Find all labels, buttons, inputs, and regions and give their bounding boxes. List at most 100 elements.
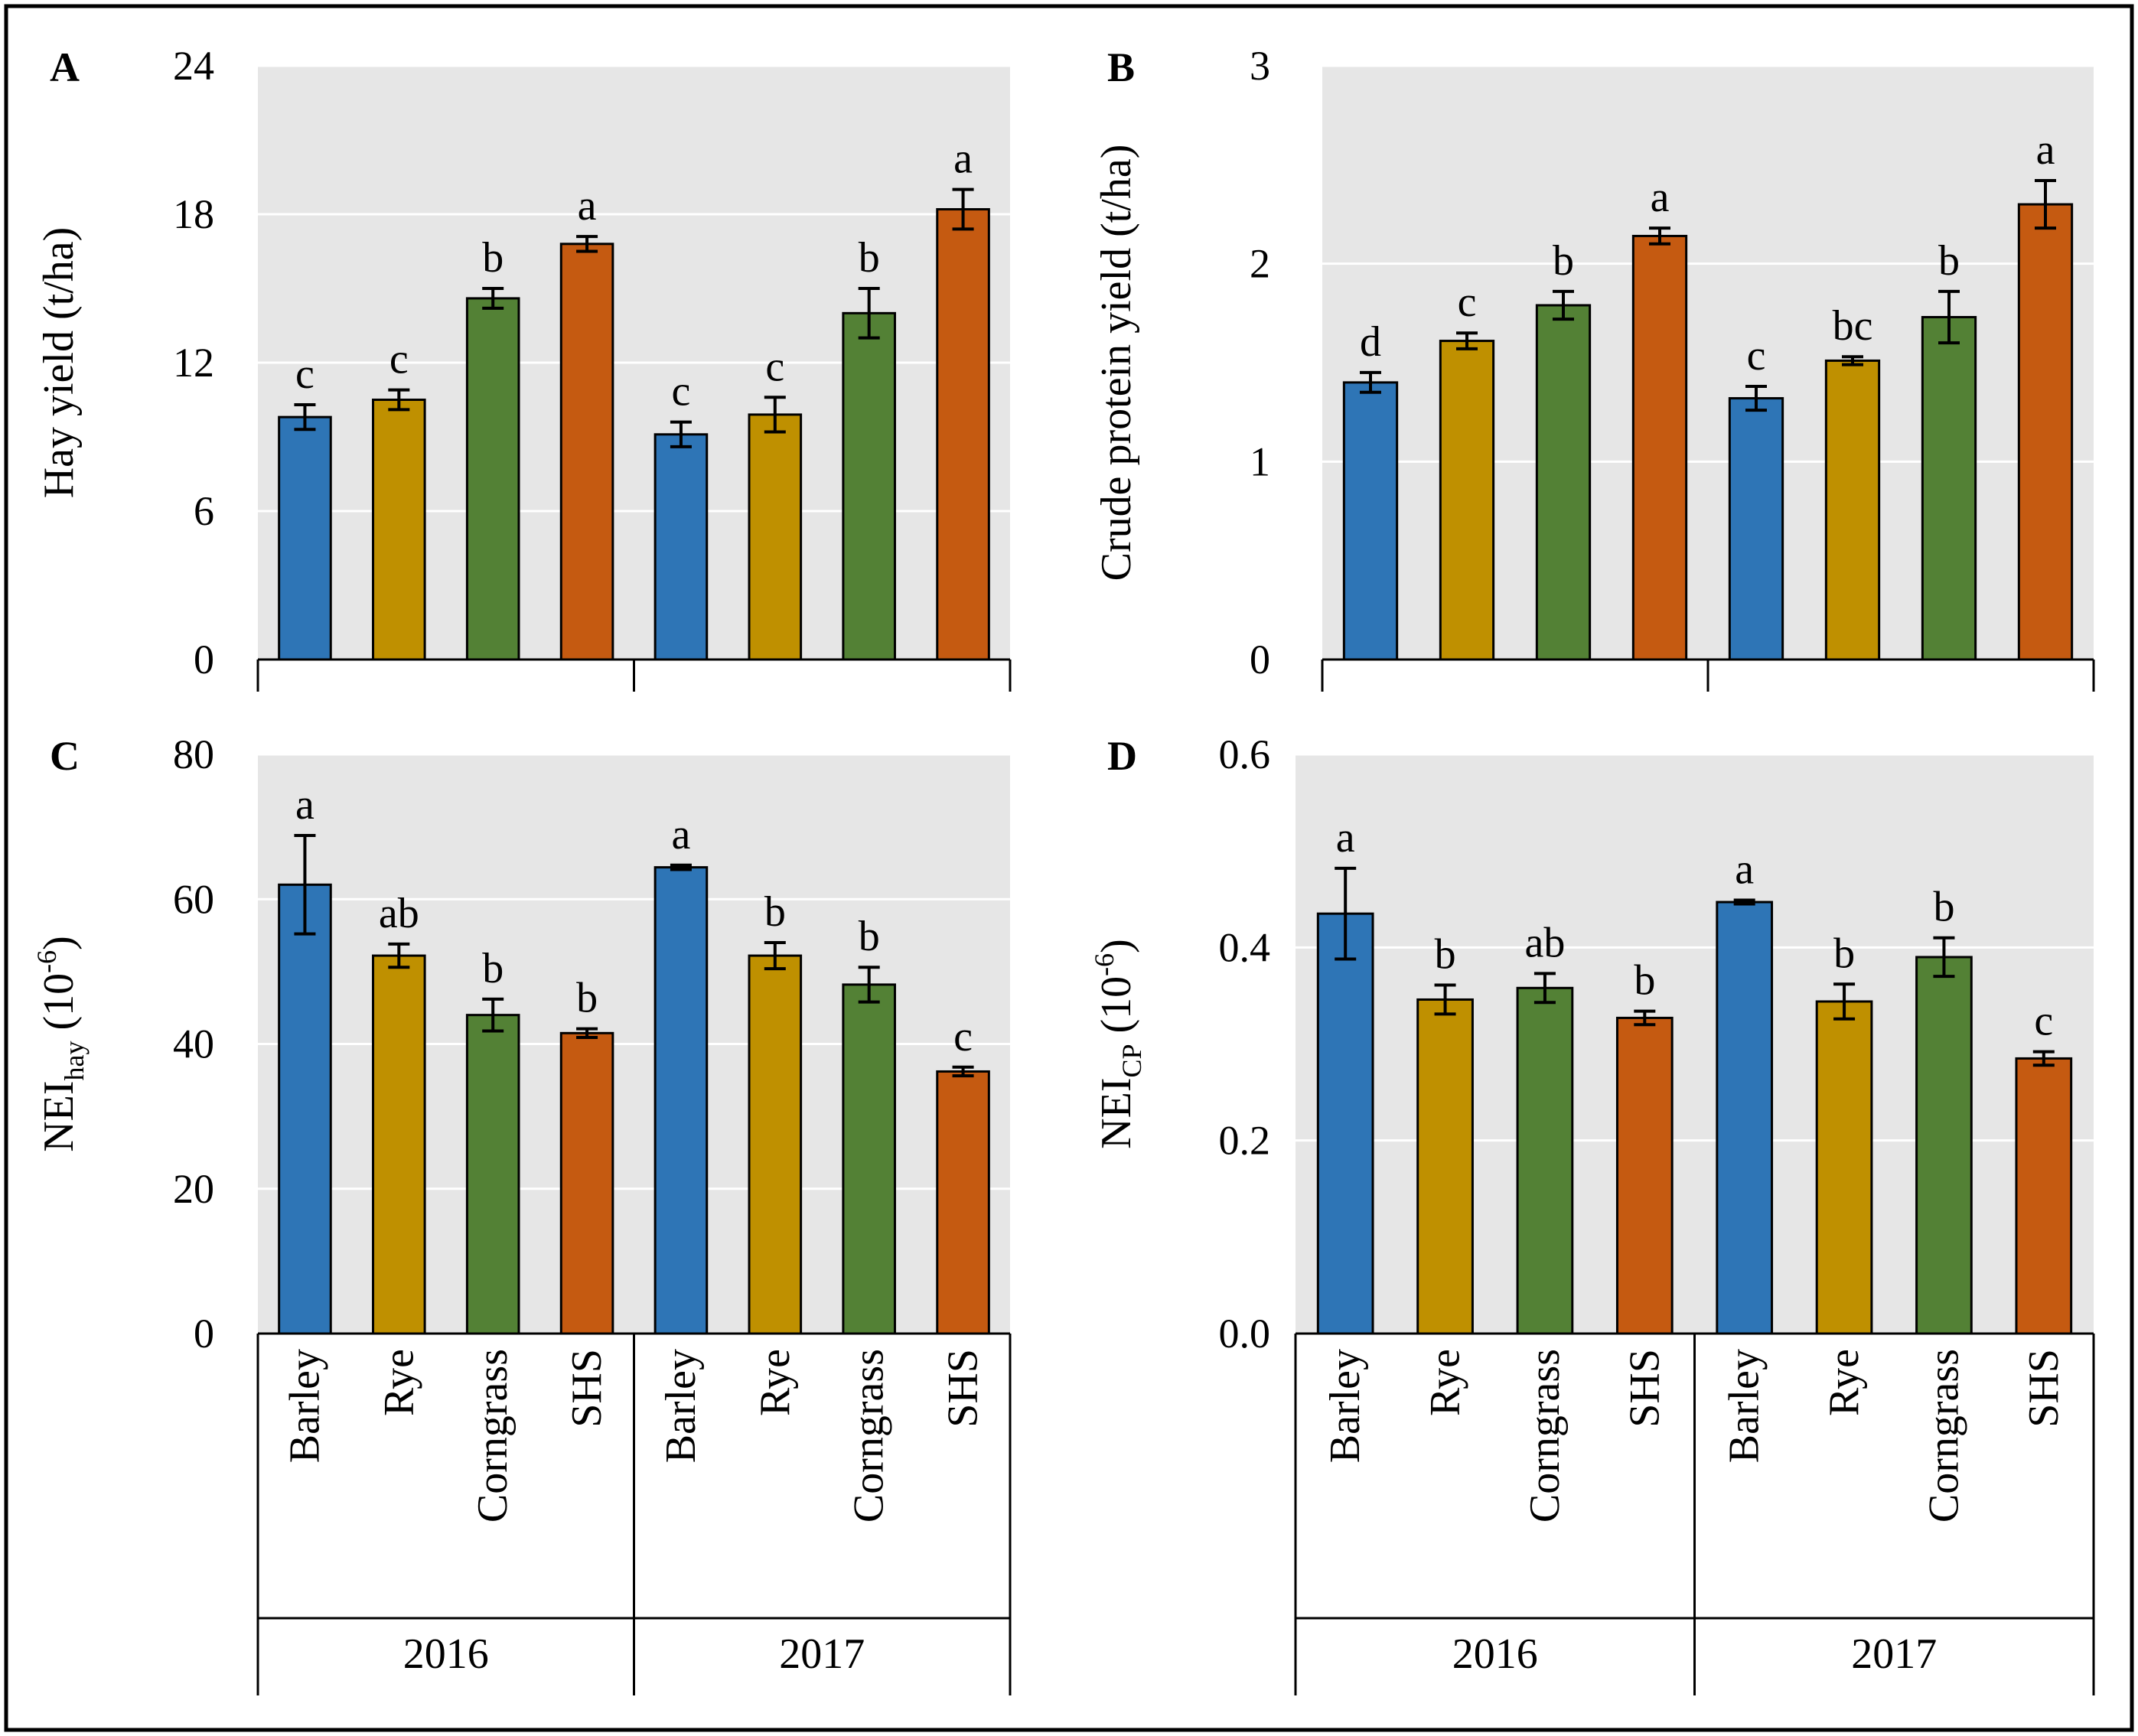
significance-letter: c bbox=[765, 343, 784, 390]
bar bbox=[1316, 912, 1374, 1335]
category-label: SHS bbox=[2020, 1349, 2068, 1428]
y-tick-label: 0.6 bbox=[1219, 731, 1271, 777]
bar bbox=[653, 866, 709, 1335]
bar bbox=[2017, 203, 2074, 661]
bar bbox=[1631, 234, 1688, 661]
y-axis-label: Hay yield (t/ha) bbox=[35, 227, 83, 499]
significance-letter: b bbox=[1435, 931, 1456, 979]
significance-letter: bc bbox=[1833, 302, 1873, 350]
bar bbox=[1915, 956, 1973, 1335]
y-axis-label: Crude protein yield (t/ha) bbox=[1093, 145, 1140, 581]
significance-letter: b bbox=[482, 945, 504, 992]
significance-letter: c bbox=[672, 368, 691, 415]
bar bbox=[842, 311, 896, 661]
significance-letter: c bbox=[1747, 332, 1766, 379]
y-tick-label: 2 bbox=[1250, 241, 1270, 287]
significance-letter: a bbox=[1735, 846, 1754, 894]
category-label: Rye bbox=[375, 1349, 422, 1416]
y-tick-label: 0.0 bbox=[1219, 1311, 1271, 1357]
y-tick-label: 0 bbox=[1250, 637, 1270, 682]
bar bbox=[278, 415, 332, 661]
category-label: Corngrass bbox=[469, 1349, 517, 1523]
significance-letter: b bbox=[1833, 930, 1855, 977]
category-label: Rye bbox=[751, 1349, 799, 1416]
bar bbox=[1615, 1016, 1674, 1335]
significance-letter: a bbox=[672, 811, 691, 858]
significance-letter: a bbox=[295, 781, 315, 829]
bar bbox=[653, 433, 709, 661]
significance-letter: c bbox=[1458, 278, 1477, 326]
significance-letter: c bbox=[389, 336, 409, 383]
y-axis-label-end: ) bbox=[35, 936, 83, 950]
bar bbox=[278, 883, 332, 1335]
bar bbox=[748, 413, 803, 661]
bar bbox=[1728, 397, 1784, 661]
y-axis-label-sub: hay bbox=[59, 1041, 90, 1081]
significance-letter: b bbox=[859, 913, 880, 960]
bar bbox=[1535, 304, 1592, 661]
category-label: Barley bbox=[1322, 1349, 1369, 1463]
group-label: 2016 bbox=[403, 1630, 489, 1678]
bar bbox=[372, 399, 426, 661]
significance-letter: a bbox=[2036, 126, 2055, 174]
bar bbox=[559, 243, 614, 661]
significance-letter: b bbox=[1634, 957, 1655, 1005]
significance-letter: b bbox=[482, 234, 504, 282]
y-tick-label: 60 bbox=[173, 876, 214, 922]
category-label: SHS bbox=[563, 1349, 611, 1428]
significance-letter: b bbox=[859, 234, 880, 282]
panel-label: B bbox=[1107, 44, 1135, 90]
bar bbox=[465, 1014, 520, 1335]
significance-letter: a bbox=[578, 182, 597, 230]
significance-letter: ab bbox=[1525, 919, 1566, 966]
panel-b: 0 1 2 3 B Crude protein yield (t/ha) d c b a c bc b a bbox=[1093, 43, 2095, 692]
category-label: Rye bbox=[1820, 1349, 1868, 1416]
panel-a: 0 6 12 18 24 A Hay yield (t/ha) c c b a c c b a bbox=[35, 43, 1012, 692]
bar bbox=[936, 208, 990, 661]
bar bbox=[1815, 1000, 1873, 1335]
category-label: Corngrass bbox=[846, 1349, 893, 1523]
y-tick-label: 3 bbox=[1250, 43, 1270, 89]
y-tick-label: 24 bbox=[173, 43, 214, 89]
y-tick-label: 18 bbox=[173, 191, 214, 237]
y-tick-label: 0 bbox=[194, 637, 214, 682]
y-tick-label: 0.4 bbox=[1219, 924, 1271, 970]
significance-letter: ab bbox=[379, 890, 419, 937]
y-axis-label-sub: CP bbox=[1116, 1044, 1147, 1077]
y-axis-label-tail: (10 bbox=[35, 973, 83, 1041]
significance-letter: d bbox=[1360, 318, 1381, 366]
y-tick-label: 40 bbox=[173, 1021, 214, 1067]
category-label: Barley bbox=[281, 1349, 328, 1463]
bar bbox=[1342, 381, 1399, 661]
group-label: 2017 bbox=[1851, 1630, 1937, 1678]
y-axis-label-main: NEI bbox=[35, 1081, 83, 1152]
significance-letter: a bbox=[953, 135, 973, 183]
y-tick-label: 20 bbox=[173, 1166, 214, 1212]
category-label: SHS bbox=[940, 1349, 987, 1428]
significance-letter: c bbox=[2034, 998, 2053, 1045]
category-label: Barley bbox=[1721, 1349, 1768, 1463]
group-label: 2017 bbox=[779, 1630, 865, 1678]
bar bbox=[465, 297, 520, 661]
bar bbox=[1716, 901, 1774, 1335]
significance-letter: a bbox=[1336, 814, 1355, 861]
plot-area bbox=[1296, 754, 2094, 1334]
bar bbox=[559, 1031, 614, 1335]
bar bbox=[1516, 986, 1574, 1335]
y-axis-label: NEIhay (10-6) bbox=[31, 936, 90, 1152]
y-tick-label: 6 bbox=[194, 488, 214, 534]
category-label: SHS bbox=[1621, 1349, 1668, 1428]
y-tick-label: 12 bbox=[173, 340, 214, 386]
significance-letter: c bbox=[953, 1013, 973, 1060]
y-tick-label: 0 bbox=[194, 1311, 214, 1357]
plot-area bbox=[1322, 66, 2094, 660]
bar bbox=[2015, 1057, 2073, 1335]
bar bbox=[1824, 359, 1881, 661]
bar bbox=[372, 954, 426, 1335]
bar bbox=[936, 1070, 990, 1335]
y-tick-label: 0.2 bbox=[1219, 1118, 1271, 1164]
bar bbox=[1439, 340, 1495, 661]
